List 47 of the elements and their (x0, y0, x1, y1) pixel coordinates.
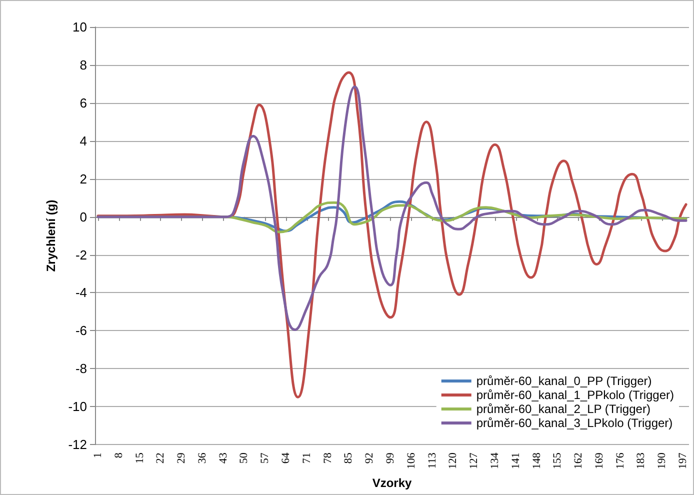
y-tick-label: 4 (80, 133, 87, 148)
x-tick-label: 36 (196, 452, 208, 464)
x-tick-label: 78 (322, 452, 334, 464)
x-tick-label: 71 (300, 452, 313, 464)
x-tick-label: 127 (468, 452, 480, 470)
x-tick-label: 120 (447, 452, 460, 470)
x-tick-label: 169 (593, 452, 606, 470)
x-tick-label: 197 (677, 452, 690, 470)
y-tick-label: 0 (80, 209, 87, 224)
x-tick-label: 162 (572, 452, 585, 470)
x-tick-label: 134 (488, 452, 501, 470)
y-tick-label: -4 (75, 285, 87, 300)
x-tick-label: 190 (656, 452, 668, 470)
y-tick-label: -10 (68, 399, 87, 414)
x-tick-label: 57 (259, 452, 272, 464)
x-tick-label: 141 (510, 452, 522, 470)
legend-label: průměr-60_kanal_1_PPkolo (Trigger) (476, 388, 674, 402)
x-axis-title: Vzorky (372, 476, 412, 490)
x-tick-label: 15 (134, 452, 146, 464)
y-tick-label: -6 (75, 323, 87, 338)
y-tick-label: 10 (72, 20, 87, 34)
y-tick-label: 6 (80, 95, 87, 110)
x-tick-label: 50 (238, 452, 250, 464)
y-tick-label: 8 (80, 57, 87, 72)
y-tick-label: 2 (80, 171, 87, 186)
x-tick-label: 8 (112, 452, 125, 458)
legend-label: průměr-60_kanal_0_PP (Trigger) (476, 374, 652, 388)
y-tick-label: -12 (68, 437, 87, 452)
legend-label: průměr-60_kanal_3_LPkolo (Trigger) (476, 416, 673, 430)
x-tick-label: 176 (614, 452, 626, 470)
y-tick-label: -2 (75, 247, 87, 262)
x-tick-label: 43 (217, 452, 230, 464)
y-axis-title: Zrychlení (g) (44, 200, 58, 272)
x-tick-label: 1 (92, 452, 104, 458)
y-tick-label: -8 (75, 361, 87, 376)
x-tick-label: 155 (552, 452, 564, 470)
x-tick-label: 22 (154, 452, 167, 464)
x-tick-label: 99 (384, 452, 397, 464)
x-tick-label: 85 (342, 452, 355, 464)
x-tick-label: 92 (364, 452, 376, 464)
x-tick-label: 64 (280, 452, 292, 464)
legend-label: průměr-60_kanal_2_LP (Trigger) (476, 402, 650, 416)
x-tick-label: 113 (426, 452, 438, 469)
x-tick-label: 148 (530, 452, 543, 470)
x-tick-label: 29 (176, 452, 188, 464)
x-tick-label: 106 (405, 452, 418, 470)
x-tick-label: 183 (635, 452, 648, 470)
